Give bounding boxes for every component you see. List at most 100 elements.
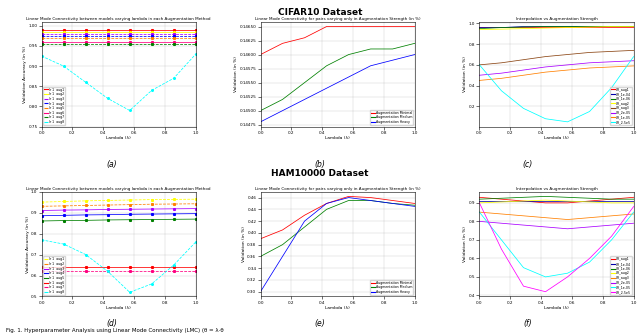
LR_1e-05 (498, 76, 506, 80)
X-axis label: Lambda (λ): Lambda (λ) (325, 136, 350, 140)
lr 1  aug8 (38, 238, 45, 242)
LR_2.5e5 (608, 86, 616, 90)
LR_1e-05 (630, 64, 637, 68)
lr 1  aug1 (192, 197, 200, 201)
lr 1  aug4 (126, 212, 134, 216)
lr 1  aug6 (148, 265, 156, 269)
Line: lr 1  aug6: lr 1 aug6 (41, 266, 196, 268)
lr 1  aug8 (126, 290, 134, 294)
LR_aug3 (586, 51, 593, 55)
Line: lr 1  aug3: lr 1 aug3 (41, 208, 196, 211)
LR_1e-05 (608, 238, 616, 242)
Line: LR_aug2: LR_aug2 (479, 200, 634, 203)
LR_1e-06 (476, 26, 483, 30)
LR_aug1 (520, 24, 527, 28)
Line: LR_1e-04: LR_1e-04 (479, 26, 634, 27)
lr 1  aug7 (38, 42, 45, 46)
LR_2.5e5 (476, 63, 483, 67)
LR_aug1 (541, 24, 549, 28)
LR_1e-04 (520, 199, 527, 203)
lr 1  aug2 (60, 204, 67, 208)
lr 1  aug3 (170, 32, 177, 36)
lr 1  aug6 (104, 265, 111, 269)
Line: LR_1e-05: LR_1e-05 (479, 66, 634, 80)
lr 1  aug6 (60, 40, 67, 44)
lr 1  aug4 (148, 212, 156, 216)
Line: LR_aug3: LR_aug3 (479, 212, 634, 219)
Line: LR_1e-05: LR_1e-05 (479, 212, 634, 277)
lr 1  aug1 (170, 28, 177, 32)
LR_1e-06 (586, 24, 593, 28)
LR_1e-06 (608, 197, 616, 201)
lr 1  aug6 (148, 40, 156, 44)
LR_2.5e5 (498, 247, 506, 251)
lr 1  aug4 (104, 213, 111, 217)
LR_2e-05 (520, 223, 527, 227)
lr 1  aug3 (82, 32, 90, 36)
Augmentation Minimal (345, 24, 353, 28)
LR_1e-05 (586, 66, 593, 70)
LR_1e-05 (541, 70, 549, 74)
Augmentation Minimal (323, 24, 330, 28)
Y-axis label: Validation (in %): Validation (in %) (242, 226, 246, 262)
LR_2e-05 (498, 221, 506, 225)
Augmentation Minimal (301, 213, 308, 217)
LR_aug3 (541, 216, 549, 220)
LR_2e-05 (476, 219, 483, 223)
Line: Augmentation Minimal: Augmentation Minimal (260, 196, 415, 239)
lr 1  aug8 (38, 54, 45, 58)
lr 1  aug4 (82, 213, 90, 217)
lr 1  aug1 (82, 199, 90, 203)
LR_aug2 (498, 27, 506, 31)
X-axis label: Lambda (λ): Lambda (λ) (544, 306, 569, 310)
lr 1  aug4 (192, 34, 200, 38)
lr 1  aug5 (38, 36, 45, 40)
Augmentation Medium (389, 201, 397, 205)
lr 1  aug3 (60, 208, 67, 212)
lr 1  aug8 (170, 263, 177, 267)
Line: LR_2.5e5: LR_2.5e5 (479, 57, 634, 122)
Line: lr 1  aug8: lr 1 aug8 (41, 239, 196, 293)
Text: (b): (b) (315, 160, 325, 169)
LR_1e-06 (564, 24, 572, 28)
LR_aug1 (476, 195, 483, 199)
Augmentation Medium (367, 47, 374, 51)
LR_aug3 (498, 212, 506, 216)
lr 1  aug8 (82, 253, 90, 257)
Legend: lr 1  aug1, lr 1  aug2, lr 1  aug3, lr 1  aug4, lr 1  aug5, lr 1  aug6, lr 1  au: lr 1 aug1, lr 1 aug2, lr 1 aug3, lr 1 au… (43, 87, 65, 125)
Title: Linear Mode Connectivity for pairs varying only in Augmentation Strength (in %): Linear Mode Connectivity for pairs varyi… (255, 187, 420, 191)
LR_aug2 (520, 26, 527, 30)
lr 1  aug8 (148, 282, 156, 286)
lr 1  aug7 (148, 269, 156, 273)
LR_aug1 (498, 197, 506, 201)
Line: LR_aug3: LR_aug3 (479, 50, 634, 65)
lr 1  aug6 (38, 265, 45, 269)
Line: lr 1  aug8: lr 1 aug8 (41, 53, 196, 111)
Augmentation Heavy (367, 64, 374, 68)
LR_2e-05 (564, 227, 572, 231)
lr 1  aug2 (148, 202, 156, 206)
LR_aug2 (630, 24, 637, 28)
LR_1e-05 (520, 73, 527, 77)
lr 1  aug4 (170, 212, 177, 216)
lr 1  aug1 (192, 28, 200, 32)
lr 1  aug6 (170, 265, 177, 269)
lr 1  aug1 (60, 28, 67, 32)
Y-axis label: Validation (in %): Validation (in %) (463, 226, 467, 262)
lr 1  aug2 (82, 203, 90, 207)
LR_2e-05 (541, 65, 549, 69)
lr 1  aug2 (192, 30, 200, 34)
LR_1e-04 (608, 199, 616, 203)
Augmentation Heavy (278, 254, 286, 258)
lr 1  aug4 (192, 212, 200, 216)
LR_aug1 (541, 201, 549, 205)
LR_aug2 (586, 25, 593, 29)
LR_2.5e5 (520, 284, 527, 288)
LR_1e-04 (498, 199, 506, 203)
lr 1  aug6 (104, 40, 111, 44)
lr 1  aug2 (170, 202, 177, 206)
LR_aug3 (564, 217, 572, 221)
lr 1  aug1 (82, 28, 90, 32)
LR_aug1 (608, 197, 616, 201)
lr 1  aug1 (38, 200, 45, 204)
